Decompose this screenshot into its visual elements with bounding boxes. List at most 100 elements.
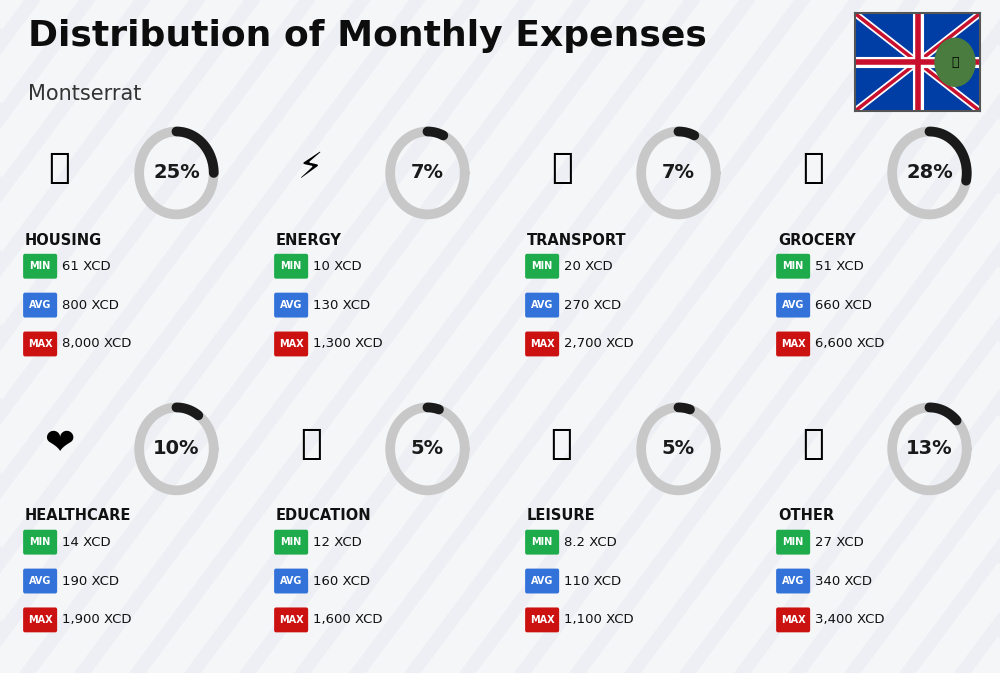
- Text: 1,300 XCD: 1,300 XCD: [313, 337, 383, 351]
- Text: MIN: MIN: [30, 261, 51, 271]
- Text: 20 XCD: 20 XCD: [564, 260, 613, 273]
- Text: 🛍️: 🛍️: [551, 427, 573, 461]
- Text: TRANSPORT: TRANSPORT: [527, 233, 627, 248]
- Text: ⚡: ⚡: [298, 151, 324, 185]
- FancyBboxPatch shape: [274, 254, 308, 279]
- FancyBboxPatch shape: [274, 608, 308, 633]
- Text: MIN: MIN: [783, 261, 804, 271]
- Text: AVG: AVG: [29, 576, 51, 586]
- Text: MIN: MIN: [281, 261, 302, 271]
- Text: AVG: AVG: [782, 576, 804, 586]
- FancyBboxPatch shape: [776, 254, 810, 279]
- Text: Distribution of Monthly Expenses: Distribution of Monthly Expenses: [28, 19, 706, 52]
- Text: 8,000 XCD: 8,000 XCD: [62, 337, 132, 351]
- Text: 🚌: 🚌: [551, 151, 573, 185]
- Text: ❤️: ❤️: [45, 427, 75, 461]
- Text: 🏗️: 🏗️: [49, 151, 71, 185]
- FancyBboxPatch shape: [274, 332, 308, 357]
- Text: EDUCATION: EDUCATION: [276, 509, 372, 524]
- Text: MIN: MIN: [281, 537, 302, 547]
- Text: MIN: MIN: [532, 537, 553, 547]
- FancyBboxPatch shape: [23, 530, 57, 555]
- Text: 6,600 XCD: 6,600 XCD: [815, 337, 885, 351]
- Text: ENERGY: ENERGY: [276, 233, 342, 248]
- Text: 🛒: 🛒: [802, 151, 824, 185]
- FancyBboxPatch shape: [23, 254, 57, 279]
- Text: 🎓: 🎓: [300, 427, 322, 461]
- FancyBboxPatch shape: [525, 530, 559, 555]
- Text: MIN: MIN: [783, 537, 804, 547]
- Text: 270 XCD: 270 XCD: [564, 299, 621, 312]
- Text: 13%: 13%: [906, 439, 953, 458]
- Text: Montserrat: Montserrat: [28, 84, 141, 104]
- Text: AVG: AVG: [782, 300, 804, 310]
- Text: MAX: MAX: [781, 615, 805, 625]
- Text: MAX: MAX: [28, 615, 52, 625]
- Text: 660 XCD: 660 XCD: [815, 299, 872, 312]
- Text: 14 XCD: 14 XCD: [62, 536, 111, 548]
- Text: 27 XCD: 27 XCD: [815, 536, 864, 548]
- Text: MAX: MAX: [279, 339, 303, 349]
- Text: 340 XCD: 340 XCD: [815, 575, 872, 588]
- Text: 🛡: 🛡: [951, 56, 959, 69]
- Text: MAX: MAX: [279, 615, 303, 625]
- Text: LEISURE: LEISURE: [527, 509, 596, 524]
- Text: 130 XCD: 130 XCD: [313, 299, 370, 312]
- FancyBboxPatch shape: [776, 608, 810, 633]
- FancyBboxPatch shape: [274, 293, 308, 318]
- Text: 800 XCD: 800 XCD: [62, 299, 119, 312]
- Text: HOUSING: HOUSING: [25, 233, 102, 248]
- Text: MAX: MAX: [781, 339, 805, 349]
- FancyBboxPatch shape: [776, 530, 810, 555]
- Text: 10 XCD: 10 XCD: [313, 260, 362, 273]
- FancyBboxPatch shape: [274, 569, 308, 594]
- Text: MAX: MAX: [28, 339, 52, 349]
- Text: AVG: AVG: [531, 300, 553, 310]
- Text: 💰: 💰: [802, 427, 824, 461]
- Text: 2,700 XCD: 2,700 XCD: [564, 337, 634, 351]
- Text: 8.2 XCD: 8.2 XCD: [564, 536, 617, 548]
- Text: AVG: AVG: [280, 300, 302, 310]
- Text: 1,100 XCD: 1,100 XCD: [564, 613, 634, 627]
- Text: 10%: 10%: [153, 439, 200, 458]
- Text: 1,900 XCD: 1,900 XCD: [62, 613, 132, 627]
- Text: 110 XCD: 110 XCD: [564, 575, 621, 588]
- Text: 61 XCD: 61 XCD: [62, 260, 111, 273]
- FancyBboxPatch shape: [525, 254, 559, 279]
- FancyBboxPatch shape: [776, 569, 810, 594]
- Text: HEALTHCARE: HEALTHCARE: [25, 509, 131, 524]
- Text: 28%: 28%: [906, 164, 953, 182]
- Text: 7%: 7%: [662, 164, 695, 182]
- Text: 51 XCD: 51 XCD: [815, 260, 864, 273]
- Text: MIN: MIN: [532, 261, 553, 271]
- Text: 190 XCD: 190 XCD: [62, 575, 119, 588]
- Text: 1,600 XCD: 1,600 XCD: [313, 613, 383, 627]
- FancyBboxPatch shape: [23, 293, 57, 318]
- Text: 12 XCD: 12 XCD: [313, 536, 362, 548]
- Circle shape: [935, 38, 975, 86]
- Text: AVG: AVG: [531, 576, 553, 586]
- FancyBboxPatch shape: [525, 293, 559, 318]
- Text: GROCERY: GROCERY: [778, 233, 856, 248]
- Text: 3,400 XCD: 3,400 XCD: [815, 613, 885, 627]
- Text: MIN: MIN: [30, 537, 51, 547]
- Text: MAX: MAX: [530, 339, 554, 349]
- FancyBboxPatch shape: [525, 332, 559, 357]
- Text: MAX: MAX: [530, 615, 554, 625]
- FancyBboxPatch shape: [23, 608, 57, 633]
- Text: 25%: 25%: [153, 164, 200, 182]
- FancyBboxPatch shape: [23, 569, 57, 594]
- FancyBboxPatch shape: [776, 332, 810, 357]
- FancyBboxPatch shape: [776, 293, 810, 318]
- Text: AVG: AVG: [280, 576, 302, 586]
- Text: 5%: 5%: [411, 439, 444, 458]
- FancyBboxPatch shape: [274, 530, 308, 555]
- Text: OTHER: OTHER: [778, 509, 834, 524]
- FancyBboxPatch shape: [525, 608, 559, 633]
- Text: 5%: 5%: [662, 439, 695, 458]
- Text: 160 XCD: 160 XCD: [313, 575, 370, 588]
- FancyBboxPatch shape: [23, 332, 57, 357]
- Text: 7%: 7%: [411, 164, 444, 182]
- Text: AVG: AVG: [29, 300, 51, 310]
- FancyBboxPatch shape: [525, 569, 559, 594]
